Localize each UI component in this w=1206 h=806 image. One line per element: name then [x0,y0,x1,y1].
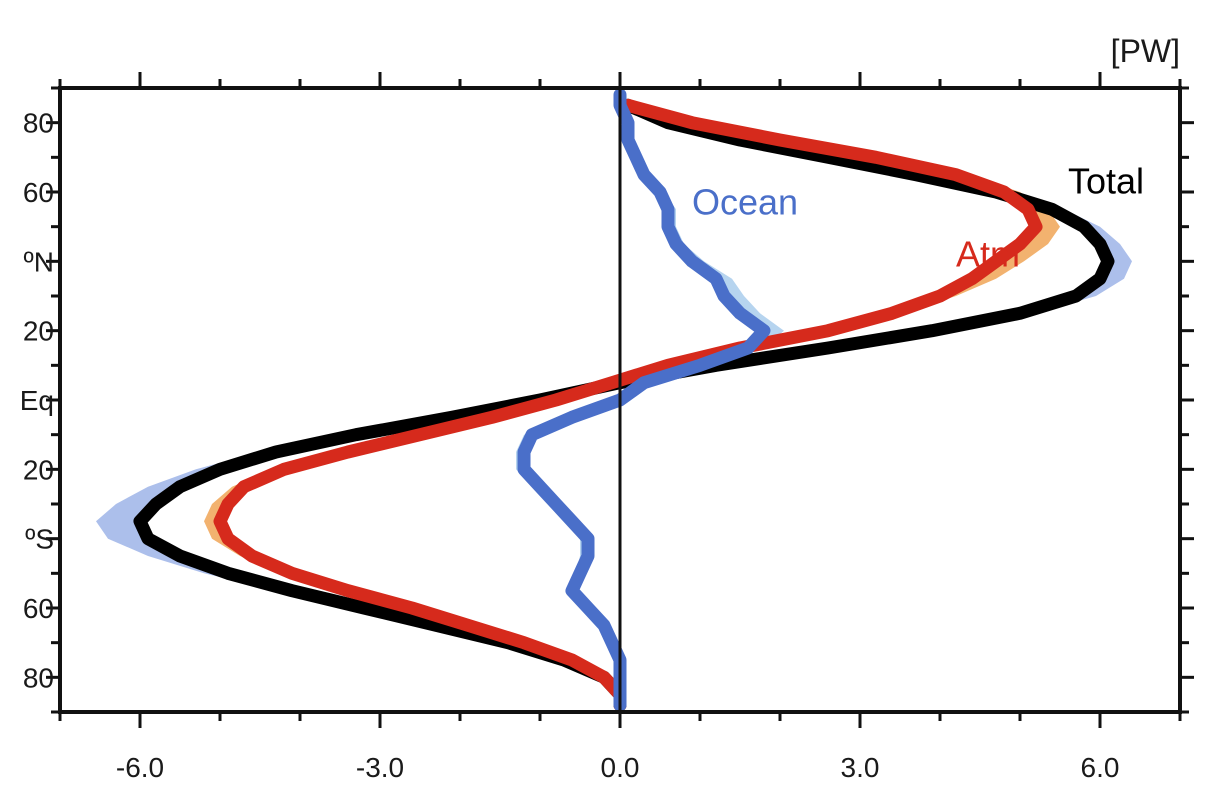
atm-line [213,98,1043,712]
y-tick-label: 80 [23,662,54,693]
y-tick-label: 60 [23,593,54,624]
atm-uncertainty-band [204,105,1060,706]
x-tick-labels: -6.0 -3.0 0.0 3.0 6.0 [116,752,1120,783]
y-tick-labels: 80 60 ºN 20 Eq 20 ºS 60 80 [20,108,54,694]
total-line [133,98,1115,712]
x-tick-label: -3.0 [356,752,404,783]
y-tick-label: 80 [23,108,54,139]
ocean-label: Ocean [692,181,798,222]
axis-ticks [46,72,1194,728]
unit-label: [PW] [1111,33,1180,69]
total-label: Total [1068,161,1144,202]
x-tick-label: 0.0 [601,752,640,783]
series-labels: Total Atm Ocean [692,161,1144,275]
y-tick-label: ºS [25,524,54,555]
x-tick-label: -6.0 [116,752,164,783]
x-tick-label: 6.0 [1081,752,1120,783]
y-tick-label: 20 [23,316,54,347]
y-tick-label: 60 [23,177,54,208]
series-lines [133,88,1115,712]
y-tick-label: 20 [23,454,54,485]
y-tick-label: Eq [20,385,54,416]
y-tick-label: ºN [24,246,54,277]
atm-label: Atm [956,233,1020,274]
x-tick-label: 3.0 [841,752,880,783]
